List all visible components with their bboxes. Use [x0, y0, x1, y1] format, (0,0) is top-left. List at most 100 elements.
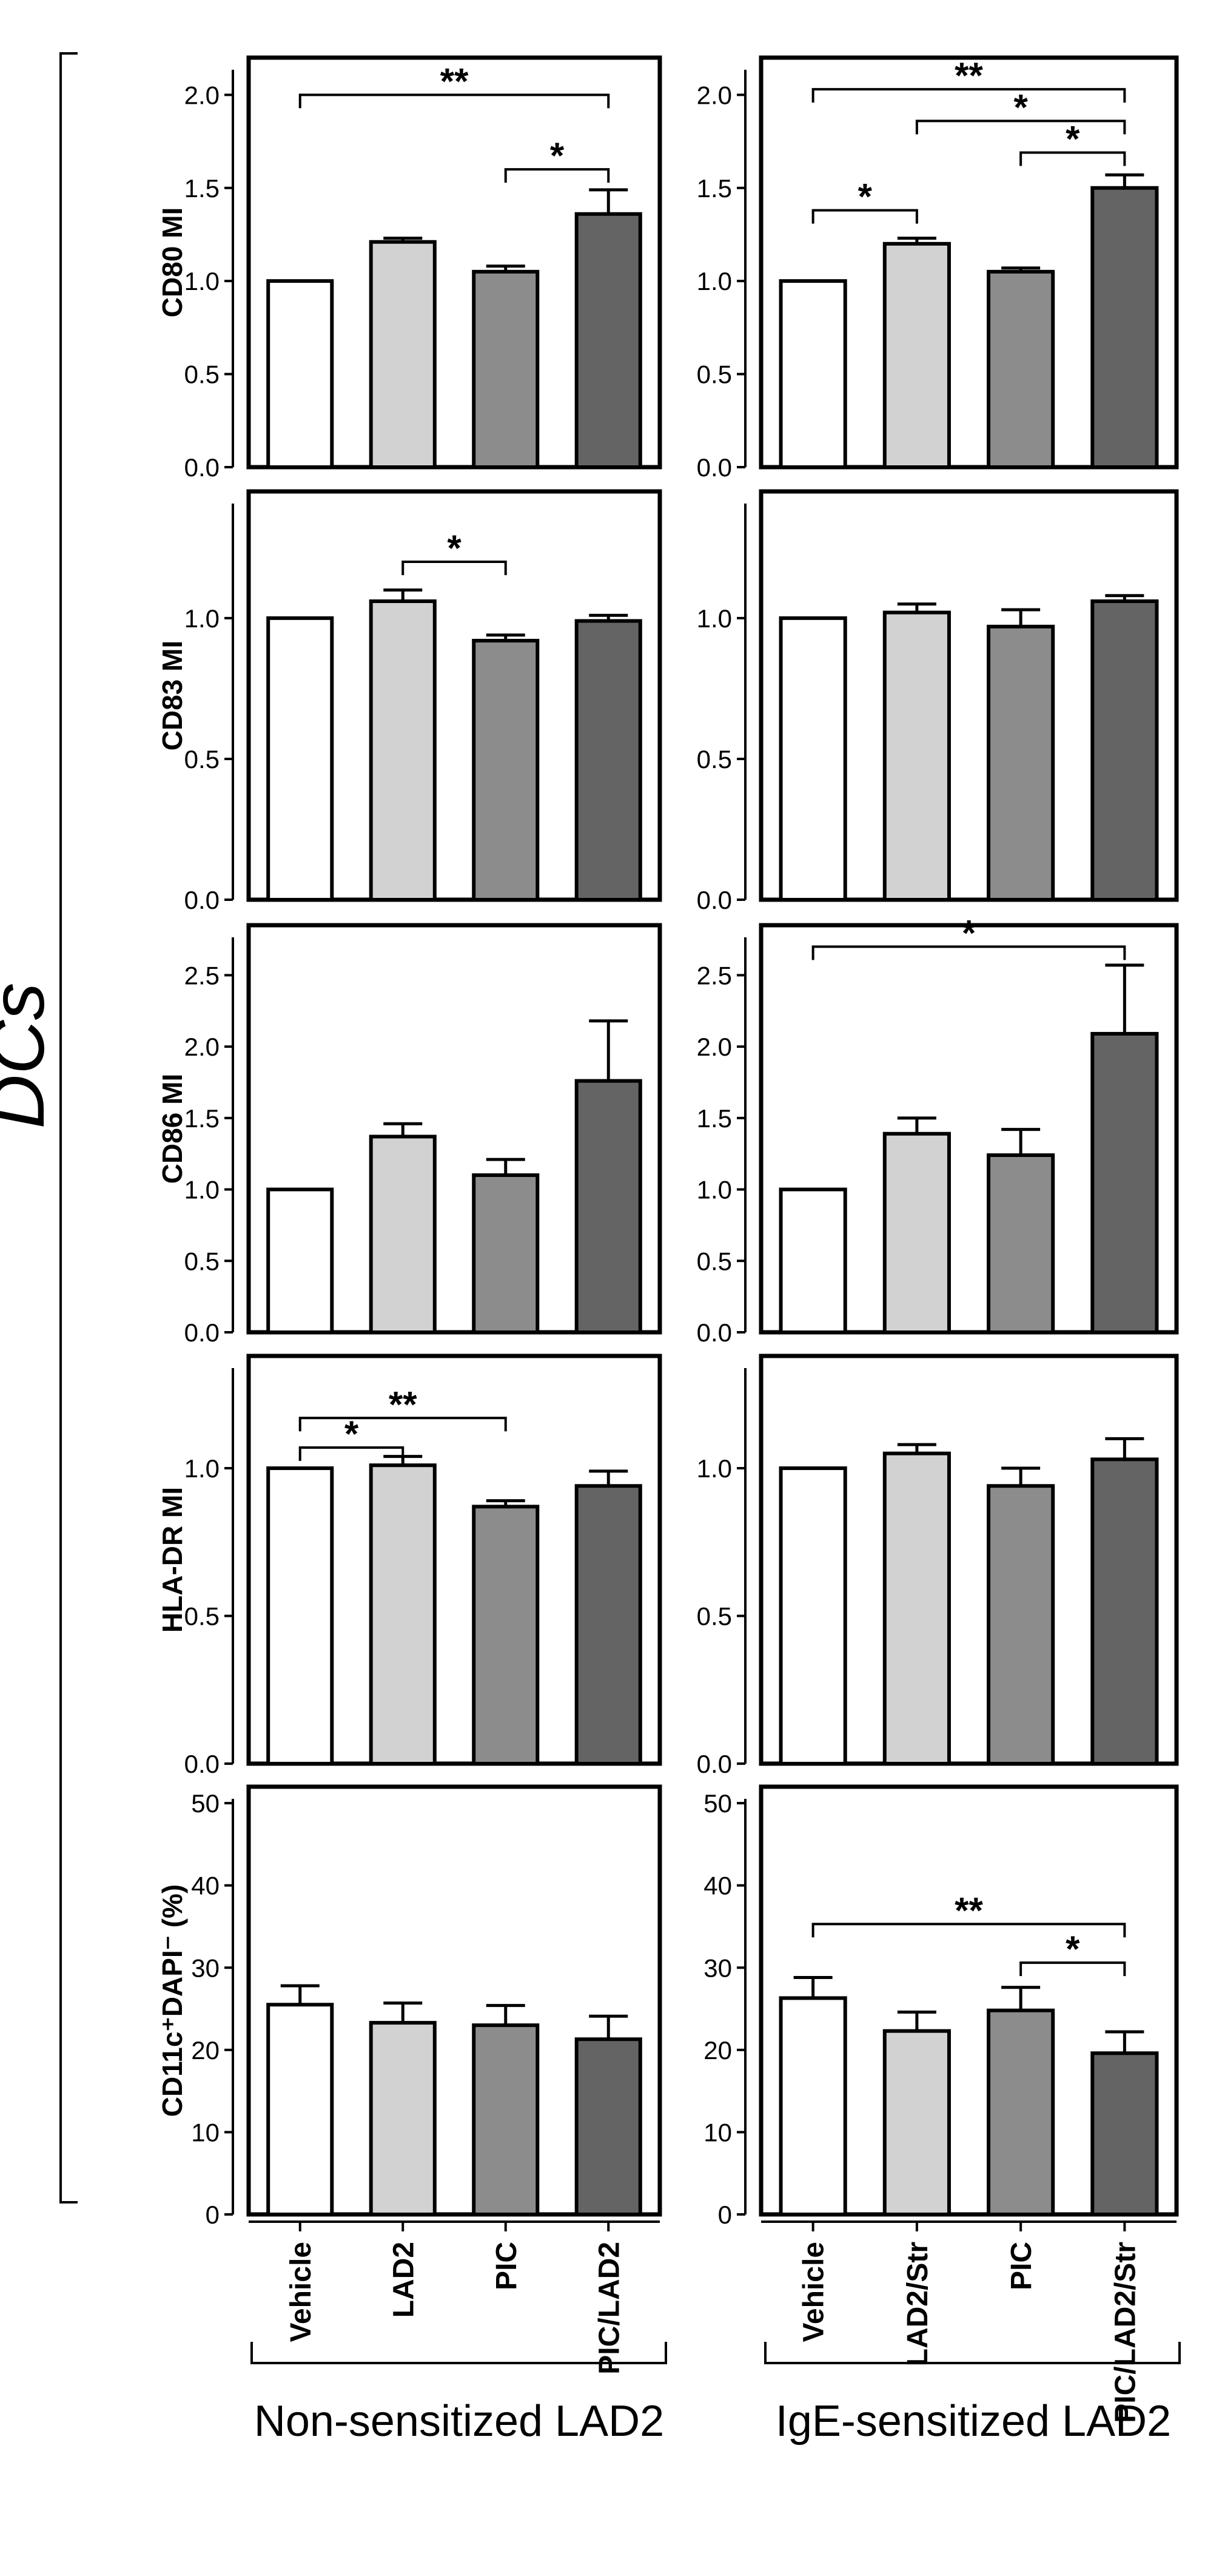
bar-pic-lad2-str	[1090, 1457, 1159, 1766]
significance-bracket	[298, 1446, 405, 1461]
group-label-1: IgE-sensitized LAD2	[776, 2397, 1171, 2446]
bar-vehicle	[779, 1996, 847, 2216]
plot-frame	[246, 489, 662, 902]
y-tick-label: 0.5	[697, 1602, 732, 1631]
significance-label: *	[344, 1414, 359, 1454]
x-category-label: PIC	[491, 2242, 523, 2290]
y-tick-label: 50	[703, 1789, 732, 1818]
plot-frame	[759, 923, 1179, 1335]
y-axis-label: CD80 MI	[156, 207, 188, 317]
y-tick-label: 0.0	[697, 1750, 732, 1778]
bar-pic-lad2	[574, 212, 642, 469]
plot-frame	[246, 1354, 662, 1766]
y-axis-label: CD83 MI	[156, 641, 188, 750]
plot-frame	[759, 1354, 1179, 1766]
group-label-0: Non-sensitized LAD2	[254, 2397, 664, 2446]
bar-lad2	[369, 2021, 437, 2216]
x-category-label: PIC/LAD2/Str	[1109, 2242, 1141, 2423]
significance-label: **	[955, 55, 983, 96]
significance-bracket	[811, 945, 1126, 960]
significance-bracket	[298, 1417, 507, 1432]
y-tick-label: 1.5	[697, 174, 732, 203]
bar-lad2-str	[882, 241, 951, 469]
y-tick-label: 10	[703, 2118, 732, 2146]
bar-vehicle	[266, 1187, 334, 1334]
significance-bracket	[811, 209, 918, 224]
y-tick-label: 30	[703, 1954, 732, 1982]
bar-pic	[987, 2008, 1055, 2217]
significance-bracket	[811, 88, 1126, 103]
significance-label: *	[1013, 87, 1028, 127]
significance-label: *	[1066, 1929, 1080, 1969]
bar-vehicle	[266, 2003, 334, 2216]
x-category-label: LAD2	[388, 2242, 420, 2318]
significance-label: *	[858, 177, 873, 217]
bar-pic-lad2	[574, 619, 642, 902]
bar-lad2-str	[882, 1451, 951, 1765]
y-tick-label: 0.5	[697, 1247, 732, 1275]
y-tick-label: 0.5	[184, 1247, 220, 1275]
bar-pic-lad2-str	[1090, 186, 1159, 469]
y-axis-label: HLA-DR MI	[156, 1487, 188, 1633]
bar-lad2-str	[882, 1131, 951, 1334]
bar-pic-lad2-str	[1090, 599, 1159, 902]
y-tick-label: 1.5	[184, 174, 220, 203]
y-axis-label: CD11c⁺DAPI⁻ (%)	[156, 1884, 188, 2117]
y-tick-label: 1.0	[697, 604, 732, 633]
y-tick-label: 0.0	[184, 453, 220, 482]
y-tick-label: 0.0	[697, 1318, 732, 1347]
y-tick-label: 1.0	[184, 604, 220, 633]
y-tick-label: 1.5	[184, 1104, 220, 1133]
x-category-label: PIC	[1005, 2242, 1038, 2290]
y-tick-label: 2.5	[184, 961, 220, 990]
significance-bracket	[298, 93, 610, 109]
x-category-label: Vehicle	[798, 2242, 830, 2342]
y-tick-label: 1.0	[184, 267, 220, 295]
bar-pic	[987, 1484, 1055, 1766]
y-tick-label: 0.5	[184, 360, 220, 389]
significance-label: **	[440, 61, 469, 101]
chart-panel-0-1: 0.00.51.01.52.0 *****	[697, 55, 1179, 482]
bar-pic	[472, 2023, 540, 2217]
bar-vehicle	[779, 1187, 847, 1334]
y-tick-label: 0	[718, 2200, 732, 2229]
chart-panel-4-0: 0 10 20 30 40 50 CD11c⁺DAPI⁻ (%)	[156, 1784, 662, 2231]
y-tick-label: 40	[191, 1872, 220, 1900]
y-tick-label: 0.5	[184, 745, 220, 774]
plot-frame	[246, 55, 662, 470]
bar-vehicle	[266, 1466, 334, 1765]
bar-lad2	[369, 240, 437, 469]
bar-vehicle	[779, 279, 847, 469]
chart-panel-2-0: 0.0 0.5 1.0 1.5 2.0 2.5 CD86 MI	[156, 923, 662, 1347]
x-category-label: LAD2/Str	[902, 2242, 934, 2366]
chart-panel-3-1: 0.0 0.5 1.0	[697, 1354, 1179, 1778]
bar-pic	[987, 1153, 1055, 1334]
left-bracket	[59, 52, 78, 2203]
y-tick-label: 0.0	[697, 886, 732, 914]
bar-vehicle	[779, 1466, 847, 1765]
significance-label: **	[389, 1384, 417, 1425]
bar-pic-lad2	[574, 1079, 642, 1334]
bar-pic	[472, 638, 540, 902]
significance-label: *	[447, 528, 462, 568]
y-tick-label: 1.0	[184, 1176, 220, 1204]
plot-frame	[246, 923, 662, 1335]
significance-bracket	[811, 1923, 1126, 1938]
y-tick-label: 2.0	[697, 1033, 732, 1061]
group-bracket-0	[250, 2342, 667, 2364]
plot-frame	[759, 55, 1179, 470]
bar-lad2-str	[882, 610, 951, 902]
y-tick-label: 0.0	[184, 1318, 220, 1347]
chart-panel-2-1: 0.0 0.5 1.0 1.5 2.0 2.5 *	[697, 912, 1179, 1347]
bar-pic	[472, 269, 540, 469]
y-tick-label: 1.5	[697, 1104, 732, 1133]
y-tick-label: 1.0	[697, 1454, 732, 1483]
bar-pic-lad2	[574, 2037, 642, 2217]
chart-panel-1-0: 0.0 0.5 1.0 CD83 MI *	[156, 489, 662, 914]
y-tick-label: 0.5	[184, 1602, 220, 1631]
y-tick-label: 20	[191, 2036, 220, 2065]
